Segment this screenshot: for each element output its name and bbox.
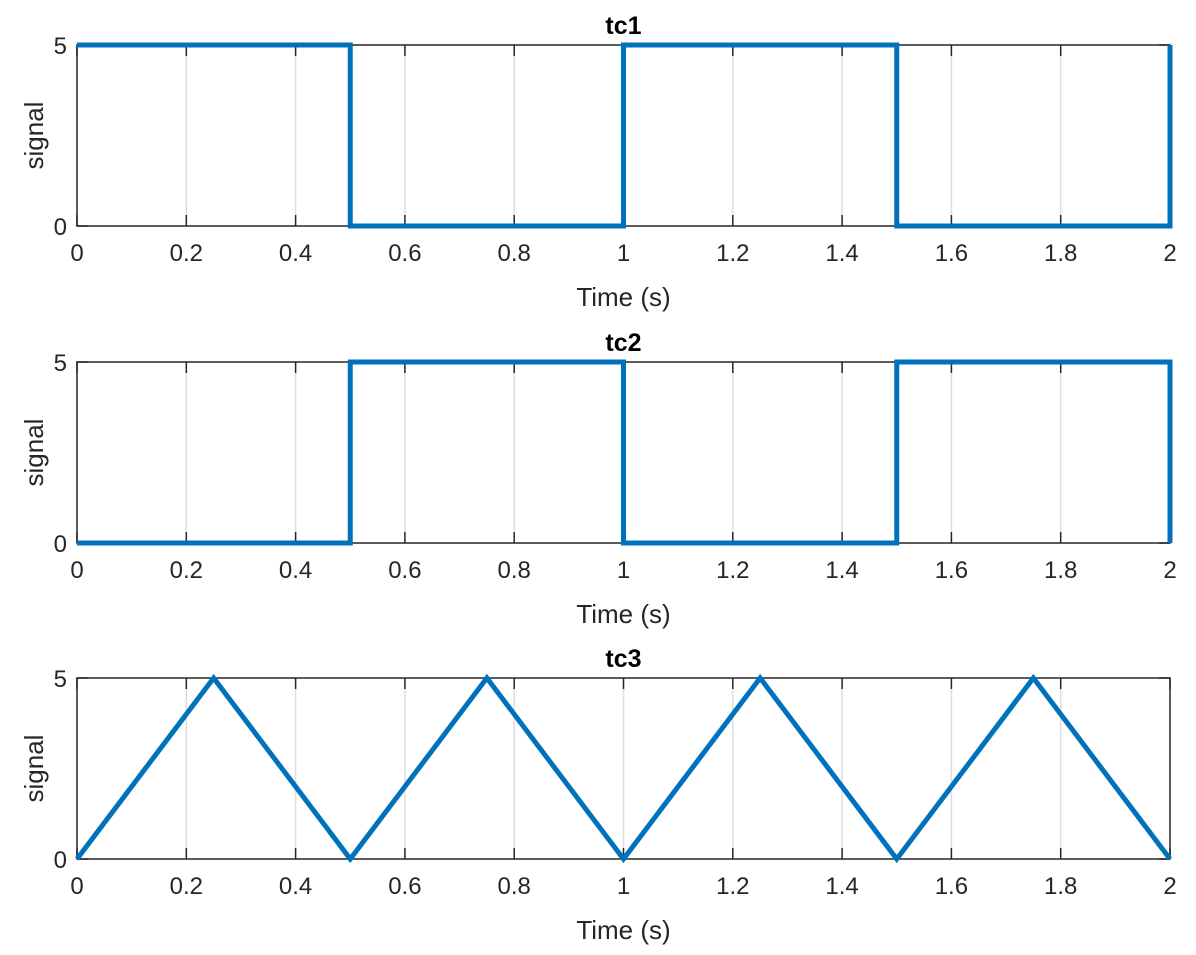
x-tick-label: 1.4 <box>825 873 858 900</box>
x-tick-label: 1.2 <box>716 557 749 584</box>
series-line <box>77 42 1173 229</box>
x-tick-label: 1.6 <box>935 873 968 900</box>
x-tick-label: 0.8 <box>498 873 531 900</box>
x-tick-label: 0.4 <box>279 873 312 900</box>
x-tick-label: 0.2 <box>170 240 203 267</box>
y-axis-label: signal <box>19 735 49 803</box>
x-tick-label: 2 <box>1163 557 1176 584</box>
x-tick-label: 1.6 <box>935 557 968 584</box>
x-tick-label: 1.8 <box>1044 240 1077 267</box>
y-axis-label: signal <box>19 102 49 170</box>
x-tick-label: 1.4 <box>825 557 858 584</box>
chart-panel-3: 0 0.2 0.4 0.6 0.8 1 1.2 1.4 1.6 1.8 2 0 5 tc3 Time (s)… <box>19 645 1177 945</box>
series-line <box>75 673 1172 864</box>
y-tick-label: 5 <box>54 33 67 60</box>
x-tick-label: 1 <box>617 873 630 900</box>
x-tick-label: 0.8 <box>498 240 531 267</box>
y-tick-label: 5 <box>54 666 67 693</box>
chart-title: tc2 <box>605 329 641 357</box>
x-tick-label: 1.8 <box>1044 557 1077 584</box>
x-tick-label: 1 <box>617 240 630 267</box>
x-tick-label: 0 <box>70 240 83 267</box>
x-tick-label: 0.6 <box>388 873 421 900</box>
x-tick-label: 0.8 <box>498 557 531 584</box>
x-tick-label: 1 <box>617 557 630 584</box>
x-tick-label: 1.6 <box>935 240 968 267</box>
y-tick-label: 0 <box>54 214 67 241</box>
y-axis-label: signal <box>19 419 49 487</box>
x-tick-label: 1.2 <box>716 240 749 267</box>
x-tick-label: 0.4 <box>279 557 312 584</box>
x-tick-label: 0.2 <box>170 557 203 584</box>
x-tick-label: 1.4 <box>825 240 858 267</box>
chart-panel-2: 0 0.2 0.4 0.6 0.8 1 1.2 1.4 1.6 1.8 2 0 5 tc2 Time (s)… <box>19 329 1177 629</box>
series-line <box>77 359 1173 546</box>
x-tick-label: 1.8 <box>1044 873 1077 900</box>
x-tick-label: 0 <box>70 873 83 900</box>
x-tick-label: 0.4 <box>279 240 312 267</box>
x-axis-label: Time (s) <box>576 599 670 629</box>
chart-title: tc1 <box>605 12 641 40</box>
x-tick-label: 0.6 <box>388 557 421 584</box>
x-axis-label: Time (s) <box>576 915 670 945</box>
y-tick-label: 0 <box>54 847 67 874</box>
x-tick-label: 0 <box>70 557 83 584</box>
x-tick-label: 2 <box>1163 240 1176 267</box>
x-tick-label: 2 <box>1163 873 1176 900</box>
chart-title: tc3 <box>605 645 641 673</box>
x-tick-label: 1.2 <box>716 873 749 900</box>
x-axis-label: Time (s) <box>576 282 670 312</box>
y-tick-label: 0 <box>54 531 67 558</box>
y-tick-label: 5 <box>54 350 67 377</box>
x-tick-label: 0.2 <box>170 873 203 900</box>
chart-panel-1: 0 0.2 0.4 0.6 0.8 1 1.2 1.4 1.6 1.8 2 0 5 tc1 Time (s)… <box>19 12 1177 312</box>
x-tick-label: 0.6 <box>388 240 421 267</box>
